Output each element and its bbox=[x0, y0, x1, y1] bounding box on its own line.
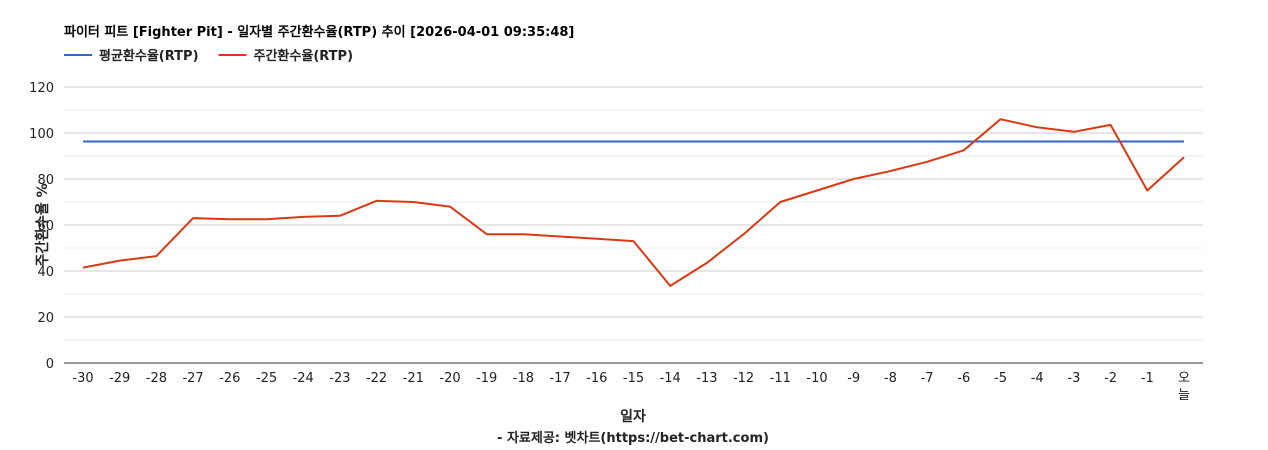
x-tick-label: -9 bbox=[847, 371, 860, 386]
x-tick-label: -5 bbox=[994, 371, 1007, 386]
x-tick-label: -2 bbox=[1104, 371, 1117, 386]
chart-title: 파이터 피트 [Fighter Pit] - 일자별 주간환수율(RTP) 추이… bbox=[64, 24, 574, 40]
x-tick-label: -11 bbox=[770, 371, 791, 386]
y-tick-label: 80 bbox=[37, 173, 54, 188]
x-tick-label: -26 bbox=[219, 371, 240, 386]
x-tick-label: -25 bbox=[256, 371, 277, 386]
series-group bbox=[82, 118, 1185, 287]
x-tick-label: -15 bbox=[623, 371, 644, 386]
x-tick-label: -24 bbox=[293, 371, 314, 386]
series-line-weekly-rtp bbox=[82, 118, 1185, 287]
x-tick-label: -28 bbox=[146, 371, 167, 386]
x-tick-label: -22 bbox=[366, 371, 387, 386]
legend-label: 주간환수율(RTP) bbox=[254, 48, 354, 64]
x-tick-label: -30 bbox=[72, 371, 93, 386]
x-tick-label: -4 bbox=[1031, 371, 1044, 386]
legend-label: 평균환수율(RTP) bbox=[99, 48, 199, 64]
x-tick-label: -18 bbox=[513, 371, 534, 386]
x-tick-label: -19 bbox=[476, 371, 497, 386]
y-tick-label: 40 bbox=[37, 265, 54, 280]
x-tick-label: -13 bbox=[696, 371, 717, 386]
x-tick-label: -27 bbox=[182, 371, 203, 386]
y-tick-label: 0 bbox=[46, 357, 54, 372]
x-tick-label: -10 bbox=[806, 371, 827, 386]
legend: 평균환수율(RTP) 주간환수율(RTP) bbox=[64, 48, 353, 64]
y-tick-label: 60 bbox=[37, 219, 54, 234]
y-tick-label: 20 bbox=[37, 311, 54, 326]
y-tick-label: 100 bbox=[29, 127, 54, 142]
x-tick-label: -14 bbox=[660, 371, 681, 386]
grid bbox=[64, 86, 1203, 364]
x-axis-ticks: -30 -29 -28 -27 -26 -25 -24 -23 -22 -21 -20 -19 -18-… bbox=[72, 371, 1190, 403]
y-axis-ticks: 0 20 40 60 80 100 120 bbox=[29, 81, 54, 372]
x-tick-label: -23 bbox=[329, 371, 350, 386]
x-tick-label: -3 bbox=[1067, 371, 1080, 386]
x-tick-label: -7 bbox=[921, 371, 934, 386]
chart-footer: - 자료제공: 벳차트(https://bet-chart.com) bbox=[497, 430, 769, 446]
x-tick-label: -21 bbox=[403, 371, 424, 386]
x-tick-label: -1 bbox=[1141, 371, 1154, 386]
y-axis-title: 주간환수율 % bbox=[34, 183, 51, 266]
x-tick-label: -17 bbox=[549, 371, 570, 386]
y-tick-label: 120 bbox=[29, 81, 54, 96]
x-tick-label: -29 bbox=[109, 371, 130, 386]
x-axis-title: 일자 bbox=[620, 409, 646, 425]
x-tick-label: -6 bbox=[957, 371, 970, 386]
x-tick-label: -20 bbox=[439, 371, 460, 386]
x-tick-label: -12 bbox=[733, 371, 754, 386]
x-tick-label: -8 bbox=[884, 371, 897, 386]
x-tick-label: -16 bbox=[586, 371, 607, 386]
